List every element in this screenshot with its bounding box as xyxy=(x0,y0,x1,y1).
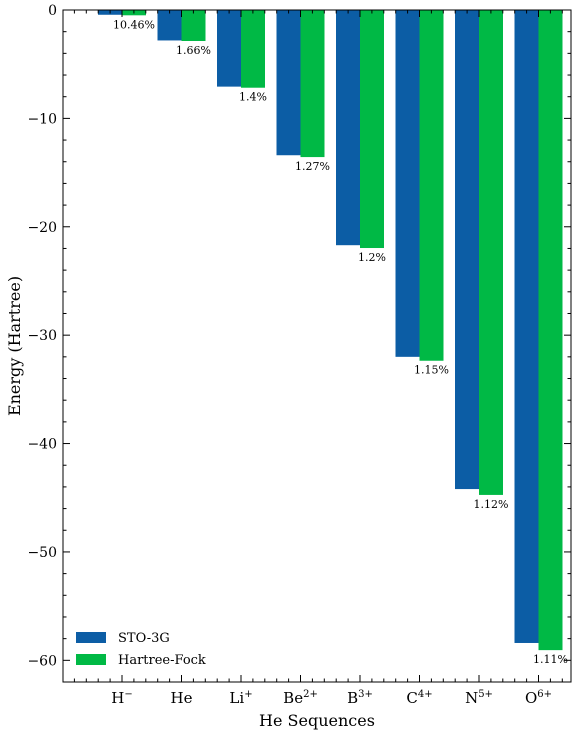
x-tick-label-h: H− xyxy=(111,689,132,707)
bar-hartree-fock-4 xyxy=(360,10,384,249)
y-tick-labels: 0 −10 −20 −30 −40 −50 −60 xyxy=(27,3,57,669)
x-tick-label-he: He xyxy=(171,689,193,707)
data-label-1: 1.66% xyxy=(176,44,211,57)
y-tick-label-6: −60 xyxy=(27,653,57,669)
bar-sto-3g-4 xyxy=(336,10,360,246)
data-label-3: 1.27% xyxy=(295,160,330,173)
bar-sto-3g-6 xyxy=(455,10,479,490)
data-label-2: 1.4% xyxy=(239,91,267,104)
plot-frame xyxy=(62,9,572,683)
y-tick-label-5: −50 xyxy=(27,545,57,561)
bar-sto-3g-5 xyxy=(395,10,420,357)
legend-swatch-hartree-fock xyxy=(76,654,106,665)
data-label-5: 1.15% xyxy=(414,364,449,377)
bar-sto-3g-7 xyxy=(514,10,539,643)
legend: STO-3G Hartree-Fock xyxy=(76,631,206,668)
y-tick-label-2: −20 xyxy=(27,220,57,236)
bar-hartree-fock-3 xyxy=(300,10,325,158)
legend-swatch-sto-3g xyxy=(76,632,106,643)
x-tick-labels: H− He Li+ Be2+ B3+ C4+ N5+ O6+ xyxy=(111,689,552,707)
y-tick-label-4: −40 xyxy=(27,437,57,453)
legend-label-sto-3g: STO-3G xyxy=(118,631,170,646)
data-labels: 10.46% 1.66% 1.4% 1.27% 1.2% 1.15% 1.12% 1.11% xyxy=(113,18,568,666)
y-tick-label-0: 0 xyxy=(48,3,57,19)
data-label-6: 1.12% xyxy=(474,498,509,511)
bars xyxy=(98,10,563,651)
bar-hartree-fock-2 xyxy=(241,10,265,88)
bar-sto-3g-1 xyxy=(157,10,182,41)
data-label-4: 1.2% xyxy=(358,251,386,264)
bar-hartree-fock-5 xyxy=(419,10,444,361)
x-tick-label-c: C4+ xyxy=(406,689,432,707)
x-tick-label-b: B3+ xyxy=(347,689,373,707)
axis-ticks xyxy=(63,9,571,683)
y-axis-title: Energy (Hartree) xyxy=(5,276,24,416)
legend-label-hartree-fock: Hartree-Fock xyxy=(118,653,206,668)
data-label-7: 1.11% xyxy=(533,653,568,666)
x-tick-label-be: Be2+ xyxy=(283,689,318,707)
y-tick-label-3: −30 xyxy=(27,328,57,344)
x-axis-title: He Sequences xyxy=(259,711,375,730)
bar-sto-3g-3 xyxy=(276,10,301,156)
x-tick-label-n: N5+ xyxy=(465,689,493,707)
x-tick-label-o: O6+ xyxy=(525,689,552,707)
x-tick-label-li: Li+ xyxy=(229,689,252,707)
bar-hartree-fock-1 xyxy=(181,10,206,41)
bar-hartree-fock-7 xyxy=(538,10,563,651)
bar-sto-3g-2 xyxy=(217,10,241,87)
y-tick-label-1: −10 xyxy=(27,111,57,127)
data-label-0: 10.46% xyxy=(113,18,155,31)
bar-hartree-fock-6 xyxy=(479,10,503,495)
